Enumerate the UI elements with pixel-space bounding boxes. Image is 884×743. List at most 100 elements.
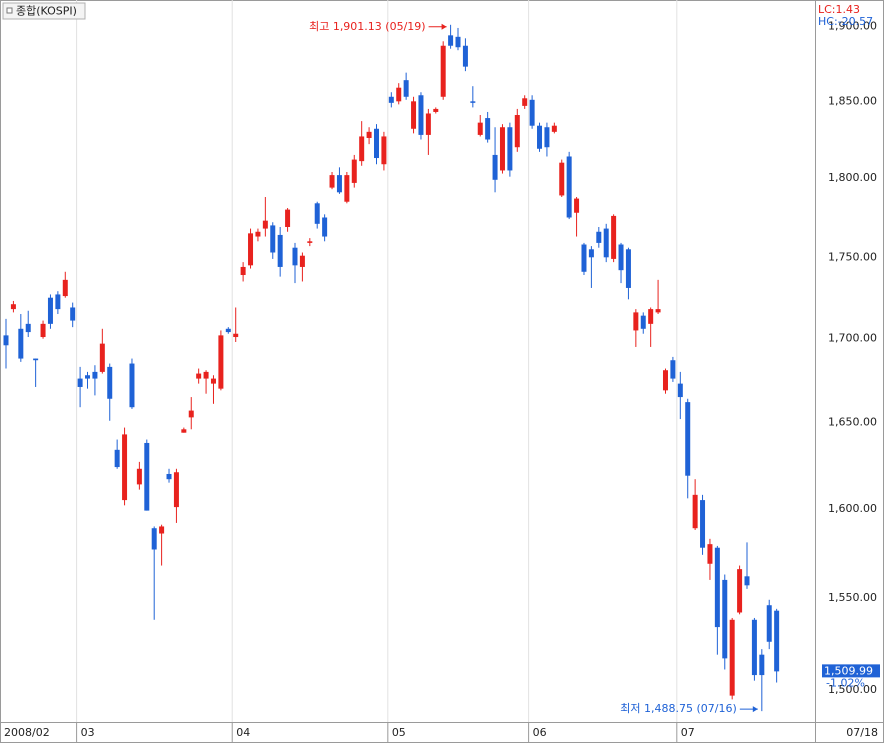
candle-body xyxy=(40,323,46,338)
candle-body xyxy=(411,101,417,129)
change-label: -1.02% xyxy=(826,676,865,689)
candle-body xyxy=(270,225,276,253)
y-tick-label: 1,750.00 xyxy=(828,250,877,263)
candle-body xyxy=(218,335,224,389)
candle-body xyxy=(144,442,150,511)
low-arrow-head xyxy=(752,706,758,713)
candle-body xyxy=(277,234,283,267)
candle-body xyxy=(477,122,483,135)
y-tick-label: 1,550.00 xyxy=(828,591,877,604)
x-tick-label: 05 xyxy=(392,726,406,739)
candle-body xyxy=(448,35,454,46)
candle-body xyxy=(188,410,194,418)
candle-body xyxy=(129,363,135,408)
candle-body xyxy=(596,231,602,243)
candle-body xyxy=(240,266,246,276)
candle-body xyxy=(299,255,305,267)
candle-body xyxy=(470,101,476,103)
x-tick-label: 04 xyxy=(236,726,250,739)
grid xyxy=(76,0,678,743)
candle-body xyxy=(529,99,535,126)
high-annotation: 최고 1,901.13 (05/19) xyxy=(309,20,426,33)
candle-body xyxy=(737,569,743,613)
candle-body xyxy=(329,175,335,188)
labels: 1,500.00 1,550.00 1,600.00 1,650.00 1,700.00… xyxy=(4,19,880,739)
high-arrow-head xyxy=(441,23,447,30)
y-tick-label: 1,850.00 xyxy=(828,94,877,107)
candle-body xyxy=(625,249,631,288)
candle-body xyxy=(210,378,216,384)
candle-body xyxy=(514,115,520,148)
hc-label: HC:-20.57 xyxy=(818,15,873,28)
candle-body xyxy=(751,619,757,676)
y-tick-label: 1,700.00 xyxy=(828,332,877,345)
candle-body xyxy=(462,45,468,67)
candle-body xyxy=(62,279,68,297)
candle-body xyxy=(774,610,780,672)
candle-body xyxy=(544,127,550,148)
candle-body xyxy=(292,247,298,266)
candle-body xyxy=(551,125,557,132)
candle-body xyxy=(685,402,691,476)
candle-body xyxy=(92,371,98,379)
low-annotation: 최저 1,488.75 (07/16) xyxy=(620,702,737,715)
candle-body xyxy=(159,526,165,534)
candle-body xyxy=(766,605,772,642)
candle-body xyxy=(99,343,105,372)
candle-body xyxy=(655,309,661,313)
y-tick-label: 1,600.00 xyxy=(828,502,877,515)
candle-body xyxy=(3,335,9,346)
candle-body xyxy=(55,294,61,310)
candle-body xyxy=(33,358,39,361)
x-tick-label: 2008/02 xyxy=(4,726,50,739)
candle-body xyxy=(707,544,713,564)
candle-body xyxy=(255,231,261,237)
candle-body xyxy=(366,131,372,138)
candle-body xyxy=(588,249,594,258)
candle-body xyxy=(729,619,735,696)
candle-body xyxy=(25,323,31,333)
x-tick-label: 03 xyxy=(81,726,95,739)
candle-body xyxy=(70,307,76,321)
candle-body xyxy=(440,45,446,97)
end-date-label: 07/18 xyxy=(846,726,878,739)
candle-body xyxy=(77,378,83,387)
y-tick-label: 1,900.00 xyxy=(828,19,877,32)
candle-body xyxy=(507,127,513,171)
candle-body xyxy=(136,468,142,485)
candle-body xyxy=(581,244,587,272)
candle-body xyxy=(455,36,461,48)
candle-body xyxy=(670,360,676,379)
legend-box xyxy=(2,2,86,20)
x-tick-label: 06 xyxy=(533,726,547,739)
last-price-label: 1,509.99 xyxy=(824,664,873,677)
lc-label: LC:1.43 xyxy=(818,3,860,16)
candle-body xyxy=(18,328,24,359)
candle-body xyxy=(418,95,424,135)
candle-body xyxy=(336,175,342,193)
candle-body xyxy=(574,198,580,213)
candle-body xyxy=(381,136,387,165)
candle-body xyxy=(618,244,624,271)
candle-body xyxy=(285,209,291,227)
candle-body xyxy=(388,96,394,103)
candle-body xyxy=(233,333,239,338)
candle-body xyxy=(225,328,231,333)
candle-body xyxy=(314,203,320,224)
candle-body xyxy=(485,118,491,140)
candle-body xyxy=(248,233,254,266)
candle-body xyxy=(307,241,313,243)
candle-body xyxy=(359,136,365,162)
candle-body xyxy=(522,98,528,106)
candle-body xyxy=(10,304,16,310)
candle-body xyxy=(759,654,765,676)
candle-body xyxy=(722,579,728,659)
candle-body xyxy=(492,154,498,180)
candle-body xyxy=(677,383,683,398)
candle-body xyxy=(433,108,439,112)
candle-body xyxy=(403,80,409,97)
candle-body xyxy=(262,220,268,229)
